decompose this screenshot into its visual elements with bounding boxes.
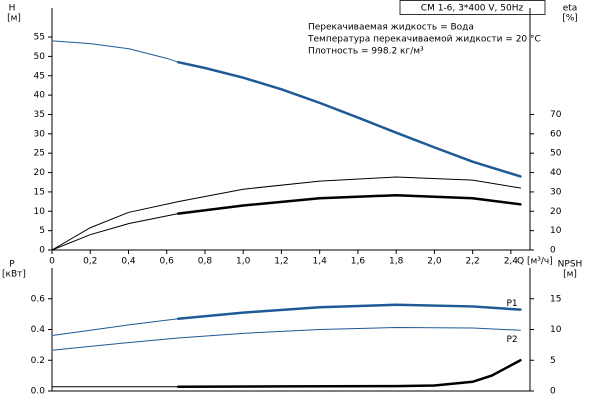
x-tick-label: 2,2 — [465, 257, 479, 267]
y2-axis-unit: [м] — [563, 270, 577, 280]
y-axis-unit: [м] — [7, 14, 21, 24]
x-tick-label: 1,6 — [351, 257, 366, 267]
y-tick-label: 40 — [34, 91, 46, 101]
y-tick-label: 0.4 — [31, 325, 46, 335]
y2-tick-label: 40 — [550, 168, 562, 178]
x-tick-label: 2,4 — [504, 257, 519, 267]
x-tick-label: 0,2 — [83, 257, 97, 267]
y2-tick-label: 70 — [550, 110, 562, 120]
curve — [51, 176, 521, 251]
curve-label: P1 — [506, 299, 517, 309]
curve — [51, 318, 179, 336]
curve — [51, 213, 179, 251]
x-tick-label: 1,0 — [236, 257, 251, 267]
y2-tick-label: 20 — [550, 207, 562, 217]
curve-label: P2 — [506, 335, 517, 345]
x-tick-label: 0,4 — [121, 257, 136, 267]
y-tick-label: 55 — [34, 33, 45, 43]
y-tick-label: 15 — [34, 187, 45, 197]
axis-frame — [51, 8, 531, 251]
curve — [51, 40, 179, 63]
x-tick-label: 1,2 — [274, 257, 288, 267]
x-tick-label: 0,8 — [198, 257, 213, 267]
curve — [176, 359, 522, 388]
annotation: Температура перекачиваемой жидкости = 20… — [307, 35, 541, 45]
y2-tick-label: 0 — [550, 387, 556, 397]
y2-tick-label: 60 — [550, 129, 562, 139]
y2-tick-label: 0 — [550, 246, 556, 256]
y-tick-label: 0.6 — [31, 294, 46, 304]
x-axis-label: Q [м³/ч] — [517, 257, 553, 267]
y-tick-label: 0.2 — [31, 356, 45, 366]
y2-tick-label: 10 — [550, 226, 562, 236]
y2-tick-label: 10 — [550, 325, 562, 335]
y-tick-label: 50 — [34, 52, 46, 62]
x-tick-label: 1,8 — [389, 257, 404, 267]
x-tick-label: 0 — [49, 257, 55, 267]
y-tick-label: 45 — [34, 71, 45, 81]
y-tick-label: 30 — [34, 129, 46, 139]
curve — [176, 303, 522, 320]
y2-tick-label: 50 — [550, 149, 562, 159]
y2-axis-label: NPSH — [558, 260, 583, 270]
y-tick-label: 25 — [34, 149, 45, 159]
y-tick-label: 0.0 — [31, 387, 46, 397]
curve — [176, 193, 522, 215]
y2-tick-label: 15 — [550, 294, 561, 304]
curve — [51, 329, 321, 351]
annotation: Перекачиваемая жидкость = Вода — [308, 23, 474, 33]
y2-axis-unit: [%] — [562, 14, 578, 24]
curve — [176, 60, 522, 178]
y-axis-label: H — [9, 4, 16, 14]
y-tick-label: 0 — [39, 246, 45, 256]
y-tick-label: 5 — [39, 226, 45, 236]
axis-frame — [51, 268, 531, 392]
y-axis-unit: [кВт] — [2, 270, 26, 280]
y2-axis-label: eta — [563, 4, 578, 14]
annotation: Плотность = 998.2 кг/м³ — [308, 47, 424, 57]
y-tick-label: 35 — [34, 110, 45, 120]
title-box — [399, 0, 546, 15]
y2-tick-label: 30 — [550, 187, 562, 197]
y-tick-label: 20 — [34, 168, 46, 178]
y2-tick-label: 5 — [550, 356, 556, 366]
x-tick-label: 2,0 — [427, 257, 442, 267]
chart-title: CM 1-6, 3*400 V, 50Hz — [421, 4, 524, 14]
y-axis-label: P — [9, 260, 15, 270]
x-tick-label: 0,6 — [160, 257, 175, 267]
y-tick-label: 10 — [34, 207, 46, 217]
x-tick-label: 1,4 — [313, 257, 328, 267]
curve — [319, 327, 521, 331]
